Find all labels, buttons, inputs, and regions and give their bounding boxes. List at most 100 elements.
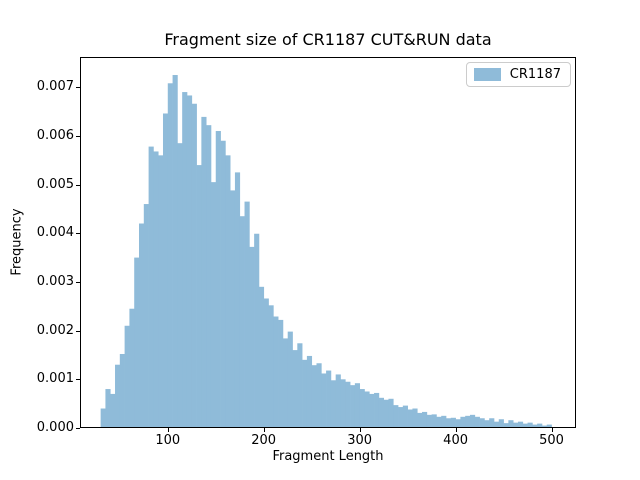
histogram-bar bbox=[234, 172, 241, 428]
y-tick-mark bbox=[76, 428, 80, 429]
histogram-bar bbox=[287, 331, 293, 428]
histogram-bar bbox=[321, 373, 327, 428]
histogram-bar bbox=[153, 151, 159, 428]
histogram-bar bbox=[541, 425, 548, 428]
histogram-bar bbox=[297, 343, 303, 428]
histogram-bar bbox=[503, 423, 509, 428]
histogram-bar bbox=[388, 398, 394, 428]
histogram-bar bbox=[139, 223, 145, 428]
histogram-bar bbox=[273, 316, 279, 428]
histogram-bar bbox=[110, 393, 116, 428]
histogram-bar bbox=[239, 216, 245, 428]
histogram-bar bbox=[489, 418, 495, 428]
x-tick-label: 500 bbox=[539, 433, 564, 448]
histogram-bar bbox=[263, 298, 269, 428]
y-tick-mark bbox=[76, 87, 80, 89]
histogram-bar bbox=[254, 233, 260, 428]
y-tick-label: 0.000 bbox=[36, 420, 74, 435]
x-axis-label: Fragment Length bbox=[272, 449, 384, 464]
x-tick-mark bbox=[455, 428, 457, 432]
y-tick-label: 0.001 bbox=[36, 371, 74, 387]
histogram-bar bbox=[177, 143, 183, 428]
y-tick-mark bbox=[76, 135, 80, 137]
x-tick-label: 400 bbox=[443, 433, 468, 448]
histogram-bar bbox=[393, 405, 399, 428]
histogram-bar bbox=[206, 125, 212, 428]
histogram-bar bbox=[436, 416, 442, 428]
x-tick-mark bbox=[167, 428, 169, 432]
y-tick-mark bbox=[76, 281, 80, 283]
histogram-bar bbox=[215, 131, 221, 428]
histogram-bar bbox=[124, 325, 130, 428]
x-tick-mark bbox=[359, 428, 361, 432]
histogram-bar bbox=[369, 393, 375, 428]
histogram-bar bbox=[479, 418, 485, 428]
histogram-bar bbox=[354, 383, 361, 428]
histogram-bar bbox=[402, 405, 408, 428]
histogram-bar bbox=[119, 353, 125, 428]
y-tick-mark bbox=[76, 330, 80, 332]
histogram-bar bbox=[316, 363, 322, 428]
histogram-bar bbox=[225, 155, 231, 428]
y-axis-label: Frequency bbox=[9, 208, 25, 276]
y-tick-label: 0.006 bbox=[36, 127, 74, 143]
histogram-canvas bbox=[80, 57, 576, 428]
y-tick-label: 0.002 bbox=[36, 322, 74, 338]
histogram-bar bbox=[115, 364, 121, 428]
histogram-bar bbox=[340, 379, 346, 428]
histogram-bar bbox=[282, 338, 289, 428]
histogram-bar bbox=[350, 385, 356, 428]
y-tick-label: 0.003 bbox=[36, 273, 74, 289]
histogram-bar bbox=[517, 421, 524, 428]
histogram-bar bbox=[134, 257, 140, 428]
legend: CR1187 bbox=[465, 62, 571, 87]
histogram-bar bbox=[441, 415, 447, 428]
histogram-bar bbox=[398, 407, 404, 428]
histogram-bar bbox=[537, 423, 543, 428]
histogram-bar bbox=[417, 412, 423, 428]
x-tick-label: 200 bbox=[251, 433, 277, 448]
x-tick-label: 300 bbox=[347, 433, 373, 448]
histogram-bar bbox=[422, 411, 428, 428]
plot-area: CR1187 bbox=[80, 57, 576, 428]
histogram-bar bbox=[474, 416, 480, 428]
histogram-bar bbox=[268, 305, 274, 428]
histogram-bar bbox=[335, 374, 341, 428]
y-tick-label: 0.007 bbox=[36, 79, 74, 95]
histogram-bar bbox=[465, 415, 471, 428]
histogram-bar bbox=[210, 182, 217, 428]
x-tick-mark bbox=[263, 428, 265, 432]
histogram-bar bbox=[258, 286, 265, 428]
histogram-bar bbox=[292, 350, 298, 428]
histogram-bar bbox=[508, 420, 514, 428]
histogram-bar bbox=[143, 204, 149, 428]
histogram-bar bbox=[220, 140, 226, 428]
histogram-bar bbox=[484, 420, 490, 428]
histogram-bar bbox=[493, 421, 500, 428]
histogram-bar bbox=[359, 389, 365, 428]
histogram-bar bbox=[162, 113, 169, 428]
y-tick-mark bbox=[76, 379, 80, 381]
histogram-bar bbox=[527, 422, 533, 428]
histogram-bar bbox=[201, 116, 207, 428]
histogram-bar bbox=[460, 416, 466, 428]
histogram-bar bbox=[455, 419, 461, 428]
histogram-bar bbox=[182, 92, 188, 428]
histogram-bar bbox=[450, 417, 456, 428]
axes-spines bbox=[80, 57, 576, 428]
histogram-bar bbox=[244, 201, 250, 428]
histogram-bar bbox=[426, 414, 432, 428]
histogram-bar bbox=[446, 418, 452, 428]
histogram-bar bbox=[364, 391, 370, 428]
histogram-bar bbox=[100, 408, 106, 428]
histogram-bar bbox=[148, 146, 154, 428]
histogram-bar bbox=[306, 355, 313, 428]
histogram-bar bbox=[383, 399, 389, 428]
histogram-bar bbox=[129, 308, 135, 428]
histogram-bar bbox=[532, 424, 538, 428]
histogram-bar bbox=[249, 246, 255, 428]
y-tick-label: 0.004 bbox=[36, 225, 74, 241]
histogram-bar bbox=[412, 408, 418, 428]
histogram-bar bbox=[311, 365, 317, 428]
